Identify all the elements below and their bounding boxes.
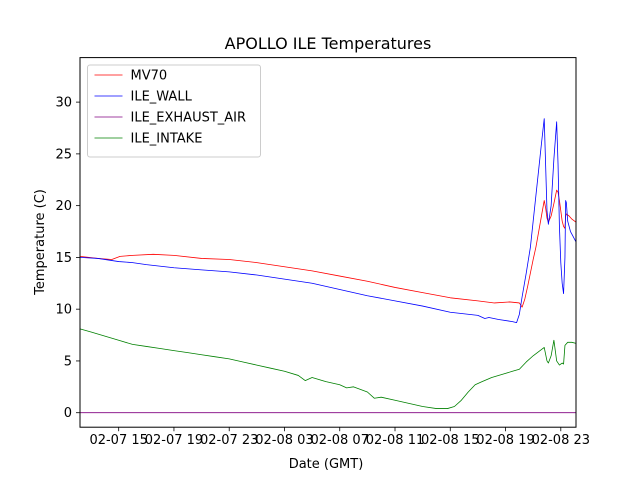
legend-label-ile-intake: ILE_INTAKE: [131, 132, 203, 147]
y-tick-label: 15: [55, 251, 72, 266]
x-axis-label: Date (GMT): [289, 457, 364, 472]
plot-frame: [79, 57, 577, 428]
x-tick-label: 02-08 03: [255, 433, 313, 448]
legend-label-mv70: MV70: [131, 69, 168, 84]
x-tick-label: 02-08 15: [421, 433, 479, 448]
legend-label-ile-wall: ILE_WALL: [131, 90, 193, 105]
y-tick-label: 30: [55, 96, 72, 111]
x-tick-label: 02-08 19: [476, 433, 534, 448]
y-tick-label: 10: [55, 303, 72, 318]
chart-title: APOLLO ILE Temperatures: [225, 34, 432, 53]
y-tick-label: 5: [64, 354, 72, 369]
y-tick-label: 0: [64, 406, 72, 421]
legend-label-ile-exhaust-air: ILE_EXHAUST_AIR: [131, 111, 247, 126]
legend: MV70 ILE_WALL ILE_EXHAUST_AIR ILE_INTAKE: [87, 64, 261, 158]
x-tick-label: 02-07 15: [89, 433, 147, 448]
y-axis-label: Temperature (C): [33, 189, 48, 296]
x-tick-label: 02-07 23: [200, 433, 258, 448]
y-tick-label: 25: [55, 147, 72, 162]
legend-box: [87, 64, 261, 158]
x-tick-label: 02-08 23: [532, 433, 590, 448]
y-axis: 0 5 10 15 20 25 30: [55, 96, 80, 421]
x-tick-label: 02-08 07: [311, 433, 369, 448]
series-line-mv70: [79, 189, 577, 308]
series-layer: [79, 118, 577, 414]
y-tick-label: 20: [55, 199, 72, 214]
series-line-ile-wall: [79, 118, 577, 324]
x-tick-label: 02-07 19: [145, 433, 203, 448]
x-tick-label: 02-08 11: [366, 433, 424, 448]
series-line-ile-intake: [79, 328, 577, 409]
